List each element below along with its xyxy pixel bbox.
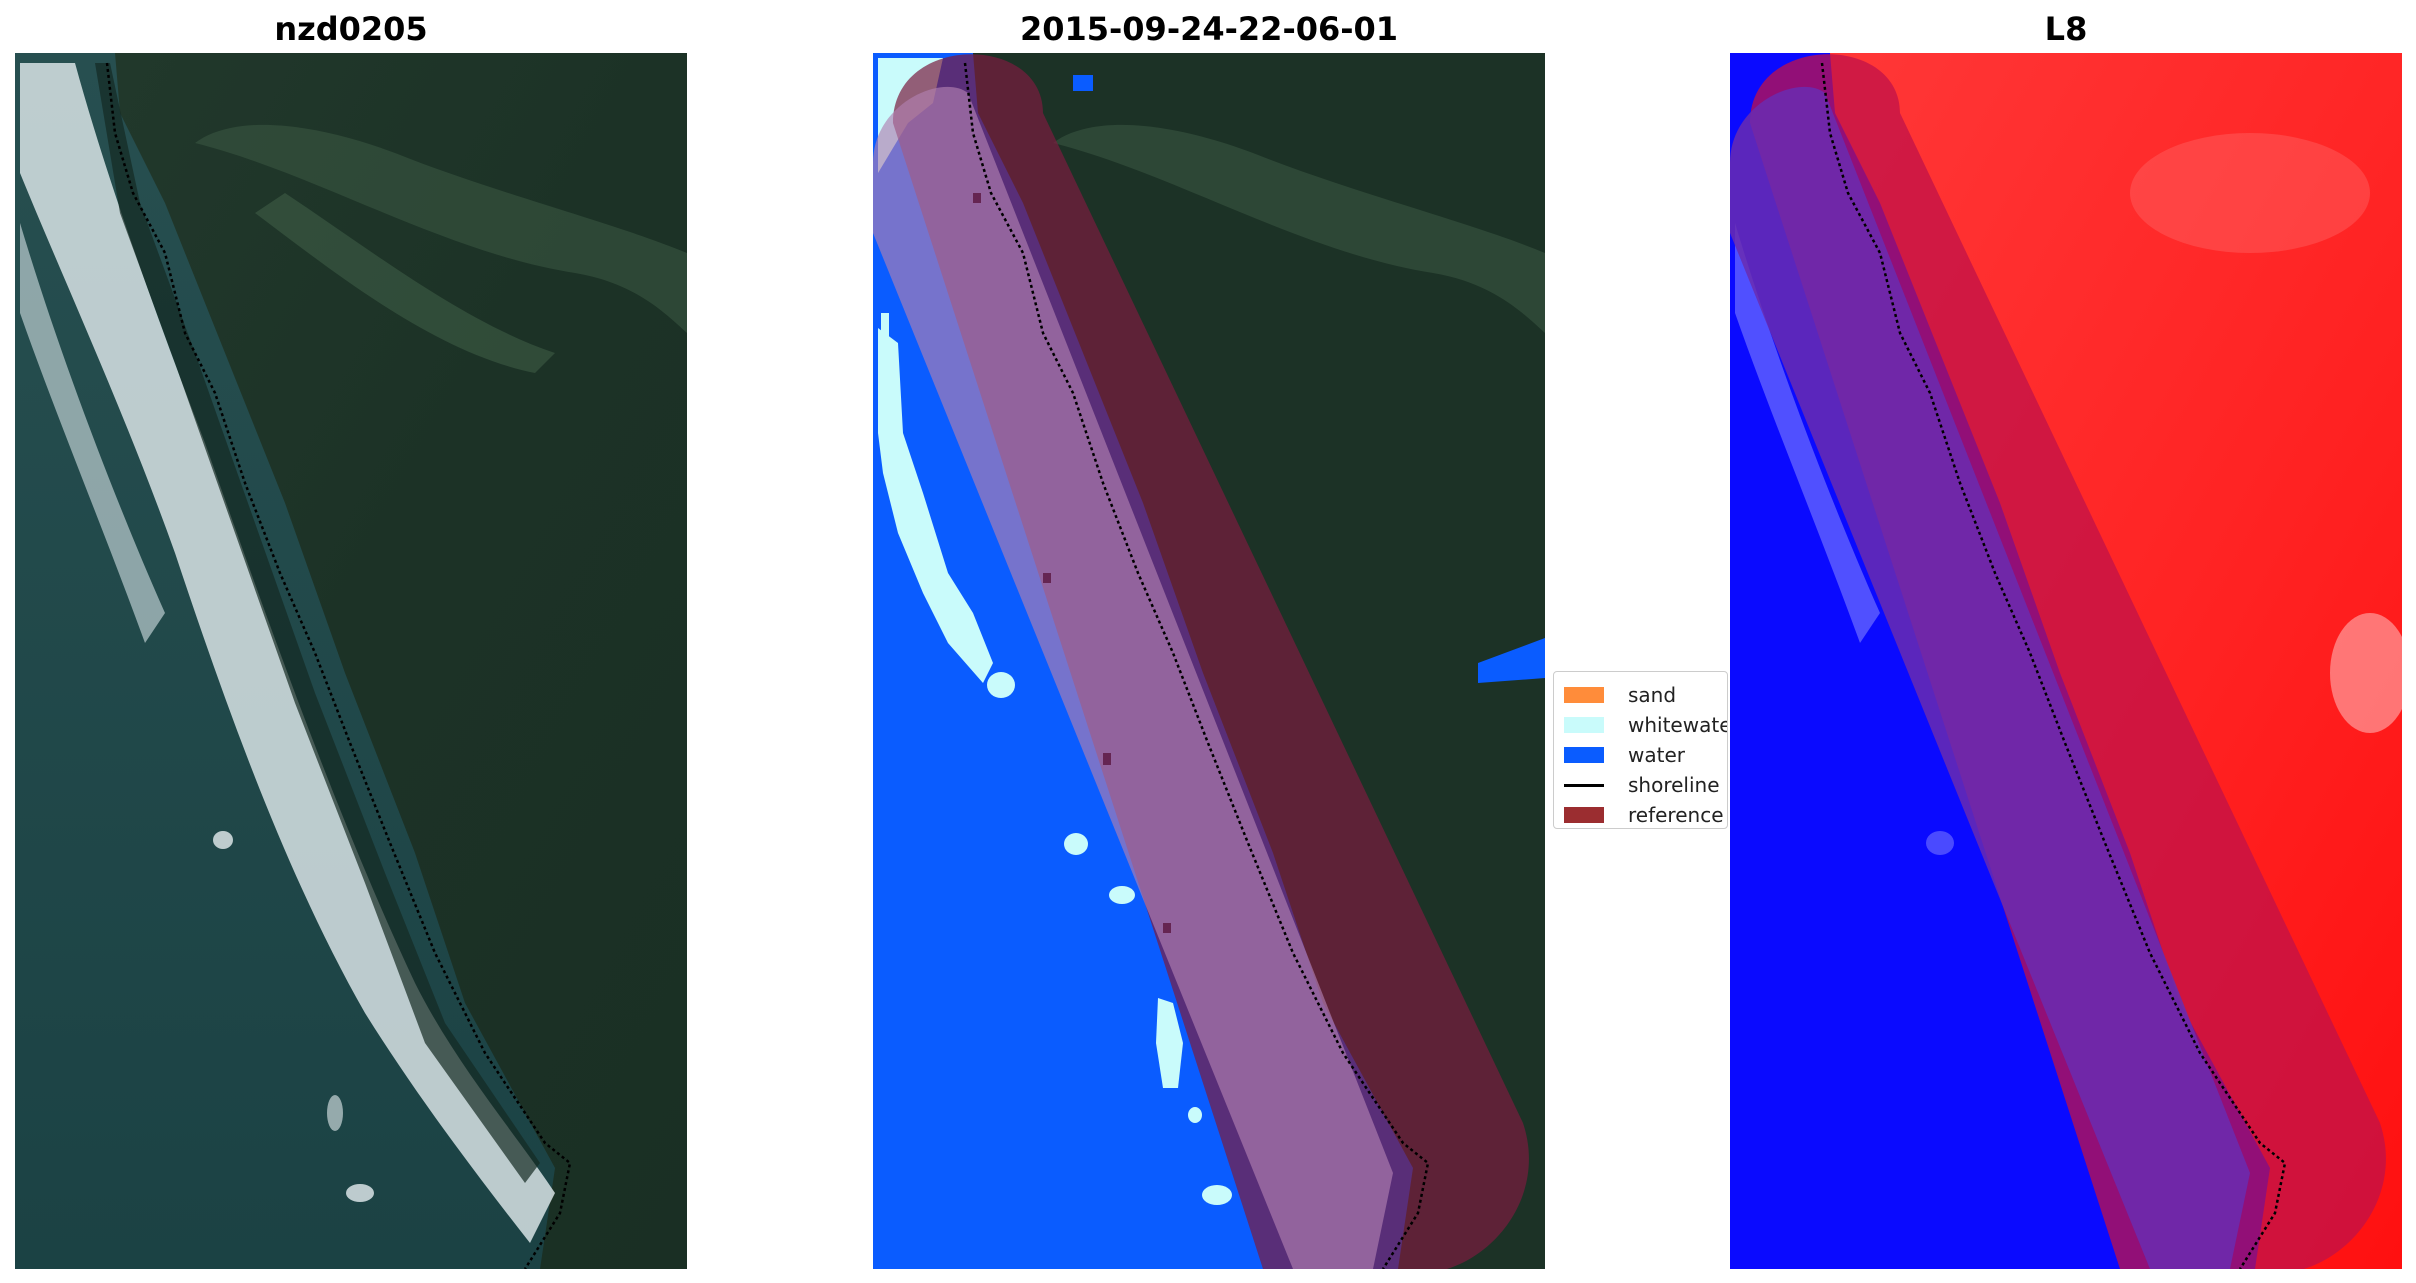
whitewater-class <box>1202 1185 1232 1205</box>
panel-title-rgb: nzd0205 <box>274 10 428 48</box>
classified-image <box>873 53 1545 1269</box>
whitewater-class <box>1064 833 1088 855</box>
legend-label: water <box>1628 743 1685 767</box>
classified-image-panel <box>873 53 1545 1269</box>
index-texture <box>2330 613 2402 733</box>
shoreline <box>105 62 572 1269</box>
reference-shoreline-buffer-overlap <box>1730 86 2250 1269</box>
water-swatch <box>1564 747 1604 763</box>
whitewater-class <box>1156 998 1183 1088</box>
legend: sand whitewater water shoreline referenc… <box>1553 671 1728 829</box>
buffer-speck <box>1163 923 1171 933</box>
sand-swatch <box>1564 687 1604 703</box>
shoreline <box>1820 62 2287 1269</box>
legend-item-shoreline: shoreline <box>1564 772 1720 798</box>
whitewater-class <box>987 672 1015 698</box>
legend-label: whitewater <box>1628 713 1727 737</box>
surf-patch <box>346 1184 374 1202</box>
shoreline-line-swatch <box>1564 783 1604 787</box>
shoreline <box>963 62 1430 1269</box>
panel-title-classified: 2015-09-24-22-06-01 <box>1019 10 1399 48</box>
legend-label: reference shoreline buffer <box>1628 803 1727 827</box>
rgb-satellite-image <box>15 53 687 1269</box>
index-texture <box>1735 223 1880 643</box>
index-image-panel <box>1730 53 2402 1269</box>
legend-item-whitewater: whitewater <box>1564 712 1727 738</box>
index-texture <box>2130 133 2370 253</box>
rgb-image-panel <box>15 53 687 1269</box>
vegetation-ridge <box>1053 124 1545 334</box>
legend-label: shoreline <box>1628 773 1720 797</box>
whitewater-class <box>1109 886 1135 904</box>
legend-label: sand <box>1628 683 1677 707</box>
surf-patch <box>213 831 233 849</box>
whitewater-swatch <box>1564 717 1604 733</box>
index-texture <box>1926 831 1954 855</box>
buffer-speck <box>1043 573 1051 583</box>
buffer-speck <box>973 193 981 203</box>
whitewater-class <box>878 328 993 683</box>
surf-zone <box>20 223 165 643</box>
water-class <box>1073 75 1093 91</box>
legend-item-water: water <box>1564 742 1685 768</box>
whitewater-class <box>881 313 889 383</box>
surf-zone <box>20 63 555 1243</box>
buffer-swatch <box>1564 807 1604 823</box>
index-image <box>1730 53 2402 1269</box>
legend-item-sand: sand <box>1564 682 1676 708</box>
water-class <box>1478 638 1545 683</box>
whitewater-class <box>1188 1107 1202 1123</box>
vegetation-ridge <box>195 124 687 334</box>
surf-patch <box>327 1095 343 1131</box>
legend-item-reference-buffer: reference shoreline buffer <box>1564 802 1727 828</box>
reference-shoreline-buffer-overlap <box>873 86 1393 1269</box>
vegetation-ridge <box>255 193 555 373</box>
panel-title-index: L8 <box>2044 10 2088 48</box>
buffer-speck <box>1103 753 1111 765</box>
